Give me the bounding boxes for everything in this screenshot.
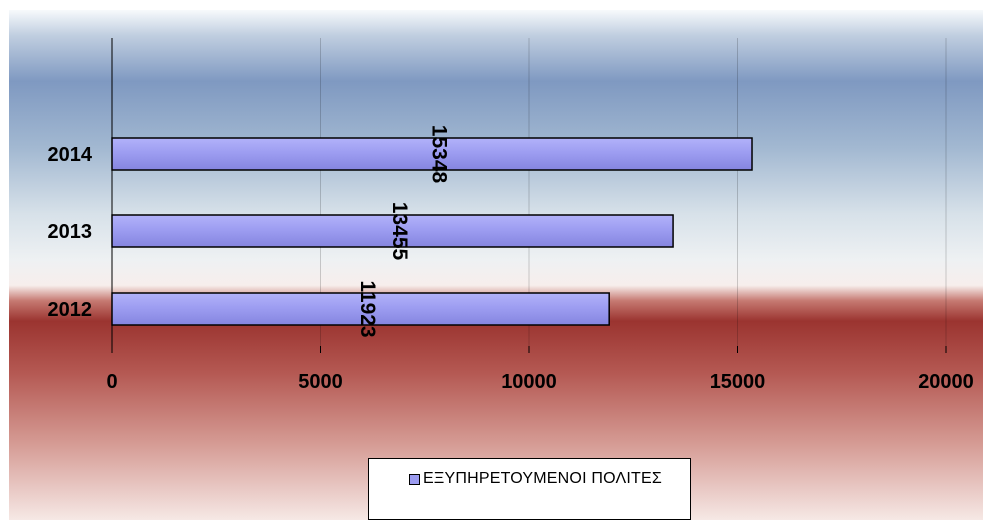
category-label-2012: 2012 <box>48 299 93 321</box>
legend: ΕΞΥΠΗΡΕΤΟΥΜΕΝΟΙ ΠΟΛΙΤΕΣ <box>368 458 691 520</box>
x-tick-label: 15000 <box>710 371 766 393</box>
x-tick-label: 0 <box>106 371 117 393</box>
bar-2014 <box>111 137 753 171</box>
x-tick-label: 20000 <box>918 371 974 393</box>
data-label-2014: 15348 <box>428 125 451 184</box>
legend-swatch <box>409 474 420 485</box>
plot-background <box>9 10 983 520</box>
category-label-2013: 2013 <box>48 221 93 243</box>
data-label-2012: 11923 <box>356 280 379 337</box>
x-tick-label: 10000 <box>501 371 557 393</box>
category-label-2014: 2014 <box>48 144 93 166</box>
data-label-2013: 13455 <box>388 202 411 261</box>
legend-label: ΕΞΥΠΗΡΕΤΟΥΜΕΝΟΙ ΠΟΛΙΤΕΣ <box>423 470 662 487</box>
x-tick-label: 5000 <box>298 371 343 393</box>
bar-2012 <box>111 292 610 326</box>
